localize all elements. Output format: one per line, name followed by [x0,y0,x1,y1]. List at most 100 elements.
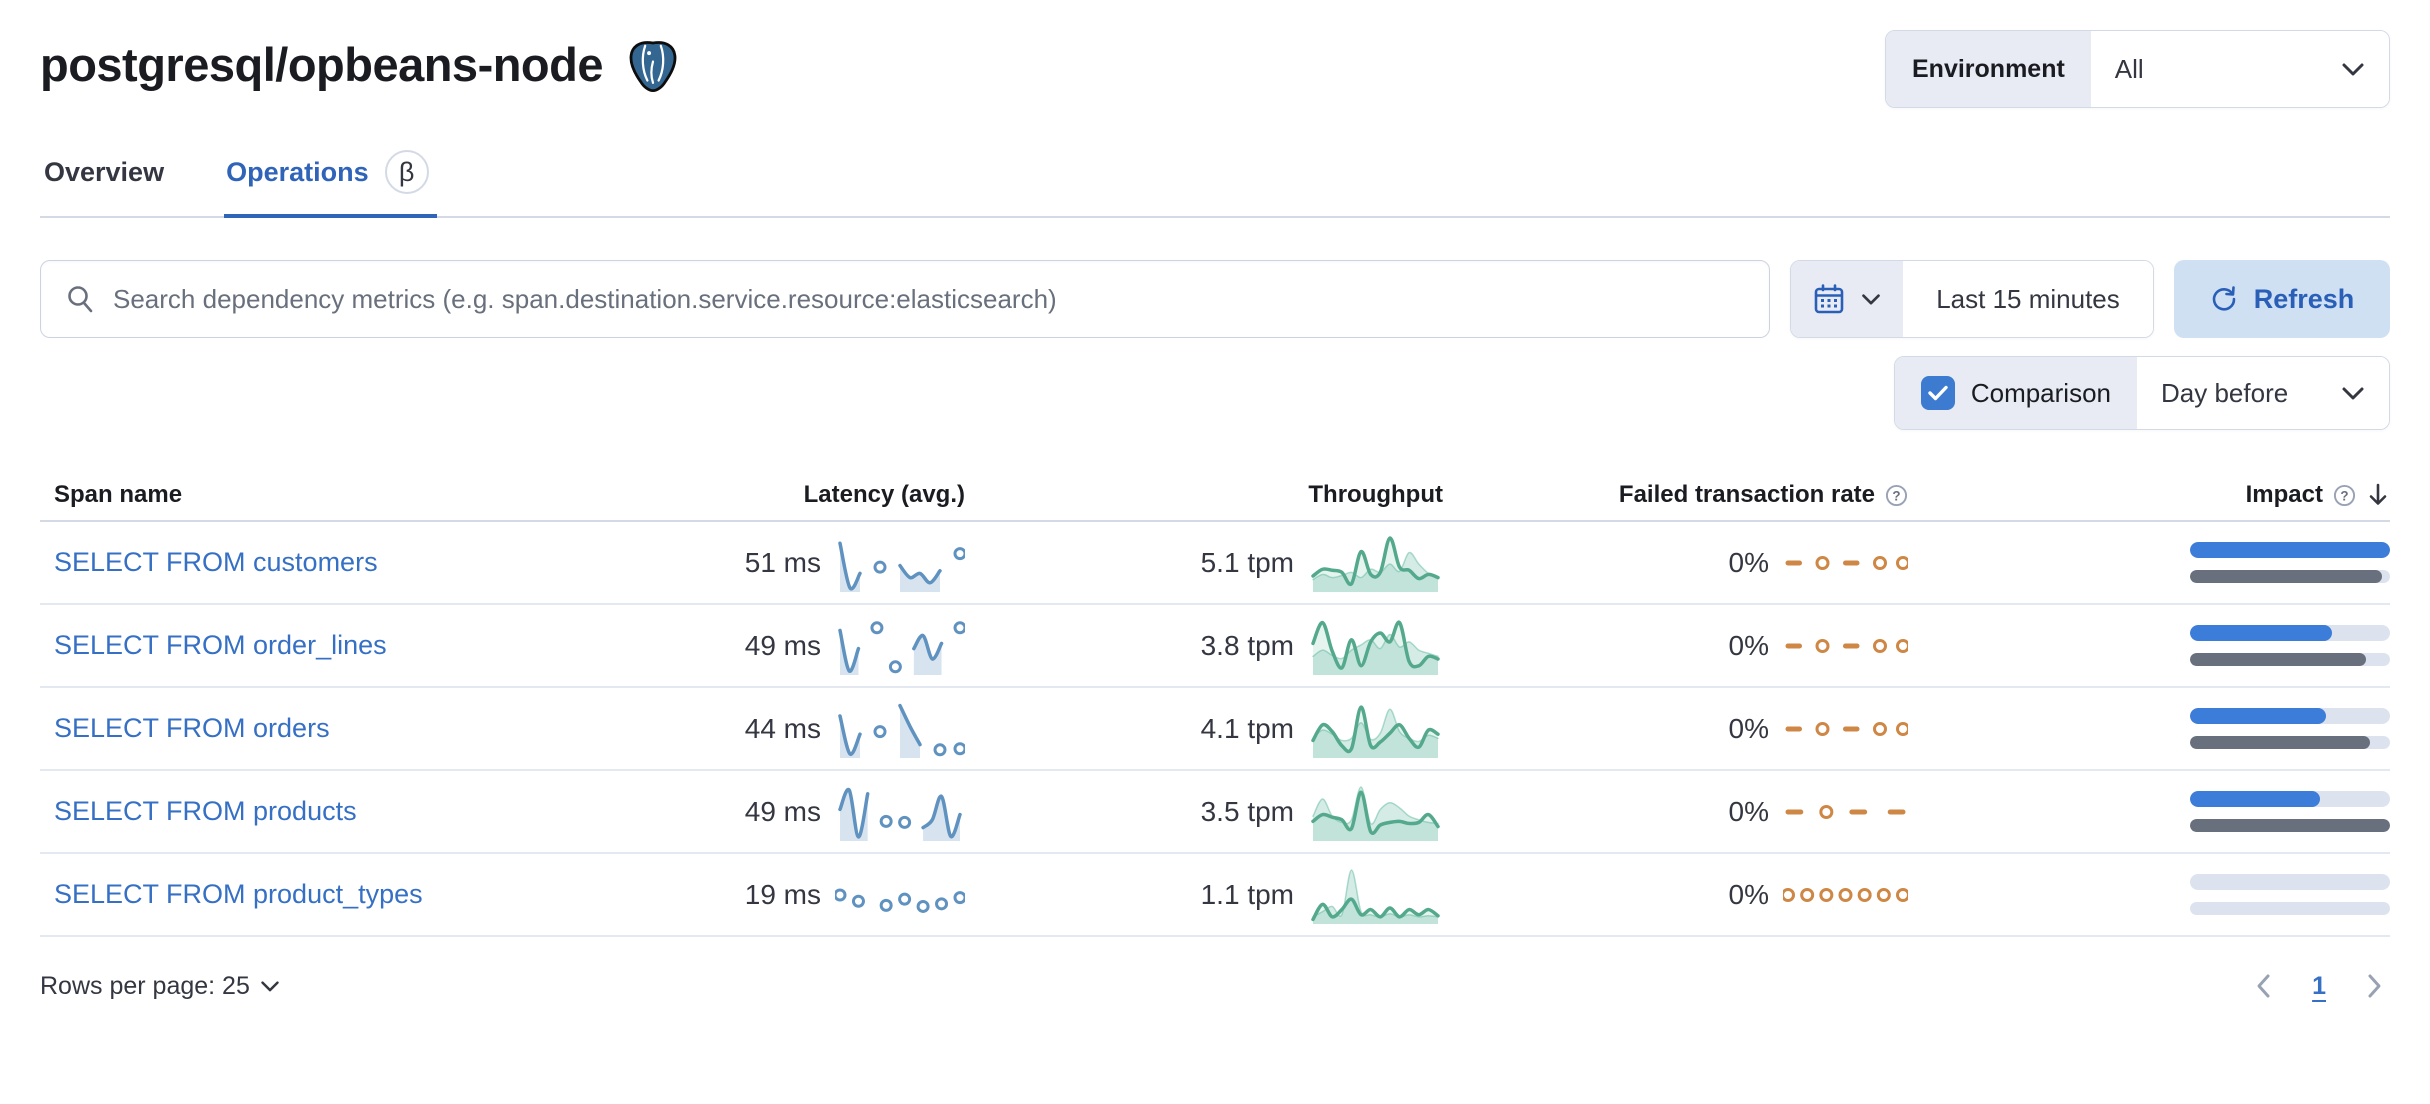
impact-current-bar [2190,708,2390,724]
throughput-value: 5.1 tpm [1200,546,1294,578]
latency-value: 44 ms [744,712,821,744]
time-range-picker: Last 15 minutes [1790,260,2154,338]
latency-sparkline [835,888,965,913]
span-name-link[interactable]: SELECT FROM products [54,796,357,826]
tab-overview[interactable]: Overview [42,136,172,218]
column-header-throughput[interactable]: Throughput [1308,481,1443,508]
span-name-link[interactable]: SELECT FROM customers [54,547,378,577]
impact-previous-bar [2190,570,2390,583]
page-number-1[interactable]: 1 [2312,971,2326,1000]
failed-rate-value: 0% [1728,629,1769,661]
refresh-icon [2212,286,2236,311]
throughput-value: 3.8 tpm [1200,629,1294,661]
check-icon [1928,385,1948,401]
rows-per-page-button[interactable]: Rows per page: 25 [40,972,280,1001]
environment-filter-value[interactable]: All [2090,31,2389,107]
failed-rate-sparkline [1785,638,1908,653]
column-header-failed-rate[interactable]: Failed transaction rate ? [1443,481,1908,509]
postgresql-logo-icon [629,41,677,93]
impact-previous-bar [2190,819,2390,832]
impact-bars [2190,874,2390,915]
failed-rate-value: 0% [1728,878,1769,910]
throughput-sparkline [1311,785,1440,841]
previous-page-button[interactable] [2248,967,2278,1005]
table-row: SELECT FROM orders 44 ms 4.1 tpm 0% [40,688,2390,771]
toolbar: Last 15 minutes Refresh [40,260,2390,338]
throughput-sparkline [1311,704,1440,758]
svg-text:?: ? [2340,488,2348,503]
comparison-label: Comparison [1970,377,2111,408]
table-row: SELECT FROM order_lines 49 ms 3.8 tpm 0% [40,605,2390,688]
impact-previous-bar [2190,653,2390,666]
question-icon: ? [1885,484,1908,506]
title-wrap: postgresql/opbeans-node [40,26,681,94]
comparison-select[interactable]: Day before [2137,357,2389,429]
column-header-impact[interactable]: Impact ? [1908,481,2390,509]
refresh-button[interactable]: Refresh [2174,260,2390,338]
impact-bars [2190,708,2390,749]
table-row: SELECT FROM customers 51 ms 5.1 tpm 0% [40,522,2390,605]
question-icon: ? [2333,484,2356,506]
chevron-left-icon [2257,974,2270,998]
span-name-link[interactable]: SELECT FROM orders [54,713,330,743]
page-header: postgresql/opbeans-node Environment All [40,26,2390,108]
next-page-button[interactable] [2360,967,2390,1005]
environment-filter[interactable]: Environment All [1885,30,2390,108]
impact-previous-bar [2190,902,2390,915]
chevron-down-icon [261,981,279,992]
operations-table: Span name Latency (avg.) Throughput Fail… [40,470,2390,937]
search-box[interactable] [40,260,1770,338]
impact-bars [2190,625,2390,666]
time-range-value[interactable]: Last 15 minutes [1903,261,2153,337]
throughput-sparkline [1311,868,1440,924]
failed-rate-sparkline [1785,721,1908,736]
throughput-sparkline [1311,535,1440,592]
throughput-value: 3.5 tpm [1200,795,1294,827]
latency-value: 49 ms [744,629,821,661]
latency-value: 19 ms [744,878,821,910]
throughput-sparkline [1311,620,1440,675]
impact-current-bar [2190,874,2390,890]
table-header-row: Span name Latency (avg.) Throughput Fail… [40,470,2390,522]
page-title: postgresql/opbeans-node [40,37,604,91]
impact-current-bar [2190,625,2390,641]
tab-overview-label: Overview [44,156,165,187]
time-range-calendar-button[interactable] [1791,261,1903,337]
span-name-link[interactable]: SELECT FROM order_lines [54,630,387,660]
latency-sparkline [838,787,962,841]
environment-filter-label: Environment [1886,31,2091,107]
latency-value: 49 ms [744,795,821,827]
failed-rate-value: 0% [1728,795,1769,827]
impact-current-bar [2190,791,2390,807]
tab-operations[interactable]: Operations β [224,136,437,218]
span-name-link[interactable]: SELECT FROM product_types [54,879,423,909]
failed-rate-sparkline [1783,887,1908,902]
impact-previous-bar [2190,736,2390,749]
impact-current-bar [2190,542,2390,558]
column-header-latency[interactable]: Latency (avg.) [803,481,965,508]
failed-rate-sparkline [1785,804,1906,819]
latency-sparkline [838,620,965,675]
chevron-down-icon [1862,294,1880,305]
chevron-down-icon [2342,387,2364,400]
chevron-down-icon [2342,63,2364,76]
latency-sparkline [838,540,965,592]
throughput-value: 4.1 tpm [1200,712,1294,744]
svg-text:?: ? [1892,488,1900,503]
impact-bars [2190,542,2390,583]
comparison-row: Comparison Day before [40,356,2390,430]
latency-value: 51 ms [744,546,821,578]
failed-rate-value: 0% [1728,546,1769,578]
search-input[interactable] [113,283,1745,315]
throughput-value: 1.1 tpm [1200,878,1294,910]
comparison-label-section: Comparison [1894,357,2137,429]
failed-rate-value: 0% [1728,712,1769,744]
comparison-checkbox[interactable] [1920,376,1955,410]
comparison-control: Comparison Day before [1893,356,2390,430]
impact-bars [2190,791,2390,832]
calendar-icon [1814,284,1844,314]
tab-operations-label: Operations [226,156,369,187]
search-icon [68,286,93,313]
column-header-span-name[interactable]: Span name [54,481,183,508]
